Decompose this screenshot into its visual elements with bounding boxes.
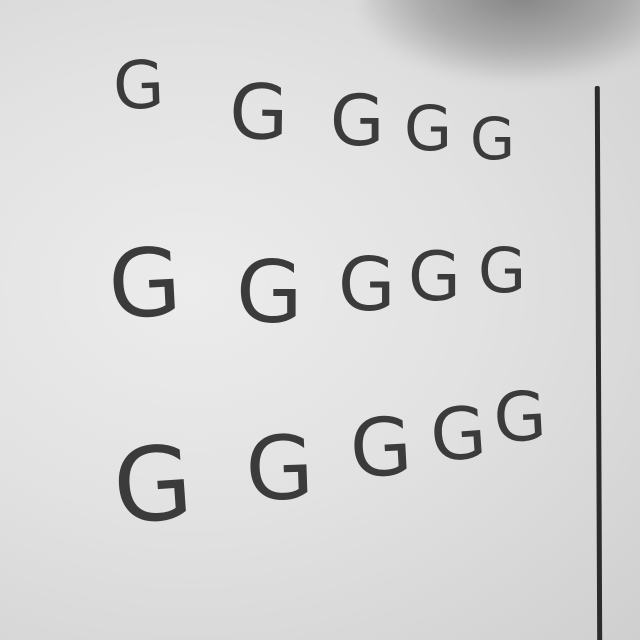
shadow-blob: [360, 0, 640, 80]
letter-r1-c4: G: [404, 92, 453, 165]
letter-r3-c1: G: [109, 423, 197, 548]
letter-r1-c2: G: [228, 67, 290, 158]
letter-r3-c4: G: [427, 390, 490, 478]
letter-r1-c3: G: [330, 80, 385, 162]
letter-r2-c4: G: [408, 238, 461, 317]
letter-r2-c3: G: [338, 242, 396, 328]
letter-r2-c2: G: [236, 243, 303, 343]
letter-r2-c5: G: [478, 234, 527, 307]
letter-r3-c3: G: [347, 399, 415, 496]
letter-r3-c2: G: [243, 415, 316, 521]
letter-r1-c5: G: [470, 105, 515, 173]
vertical-marker-line: [594, 86, 603, 640]
letter-r1-c1: G: [111, 46, 166, 125]
letter-r2-c1: G: [105, 228, 185, 341]
letter-r3-c5: G: [491, 377, 549, 459]
